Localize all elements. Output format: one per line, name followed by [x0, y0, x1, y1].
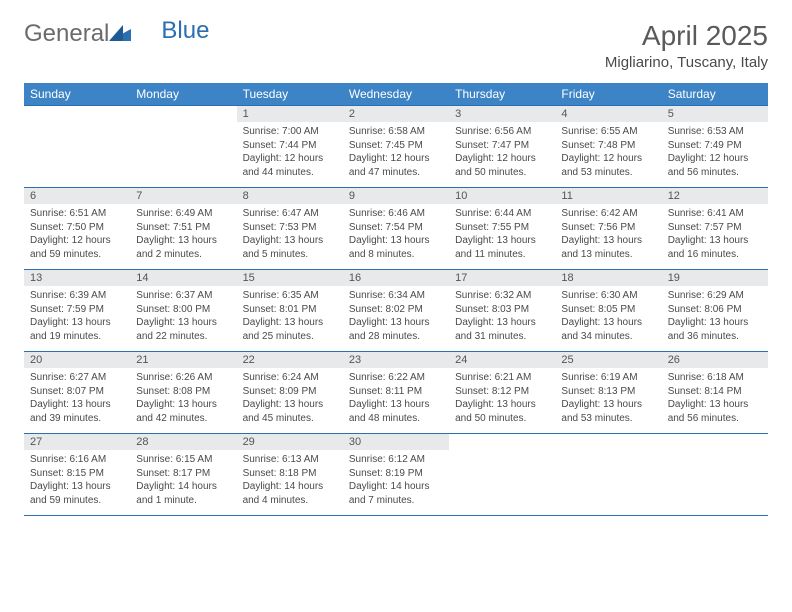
logo-icon [109, 20, 131, 48]
day-number-cell: 22 [237, 352, 343, 369]
header: General Blue April 2025 Migliarino, Tusc… [24, 20, 768, 71]
day-number-cell: 29 [237, 434, 343, 451]
day-detail-cell: Sunrise: 6:18 AMSunset: 8:14 PMDaylight:… [662, 368, 768, 434]
day-detail-cell: Sunrise: 6:22 AMSunset: 8:11 PMDaylight:… [343, 368, 449, 434]
title-block: April 2025 Migliarino, Tuscany, Italy [605, 20, 768, 71]
day-detail-cell: Sunrise: 6:39 AMSunset: 7:59 PMDaylight:… [24, 286, 130, 352]
day-number-cell: 15 [237, 270, 343, 287]
day-number-cell: 26 [662, 352, 768, 369]
day-detail-cell: Sunrise: 6:12 AMSunset: 8:19 PMDaylight:… [343, 450, 449, 516]
weekday-header-row: Sunday Monday Tuesday Wednesday Thursday… [24, 83, 768, 106]
detail-row: Sunrise: 6:39 AMSunset: 7:59 PMDaylight:… [24, 286, 768, 352]
day-detail-cell: Sunrise: 6:55 AMSunset: 7:48 PMDaylight:… [555, 122, 661, 188]
day-detail-cell: Sunrise: 6:16 AMSunset: 8:15 PMDaylight:… [24, 450, 130, 516]
day-detail-cell: Sunrise: 6:42 AMSunset: 7:56 PMDaylight:… [555, 204, 661, 270]
day-number-cell [449, 434, 555, 451]
day-number-cell: 8 [237, 188, 343, 205]
detail-row: Sunrise: 7:00 AMSunset: 7:44 PMDaylight:… [24, 122, 768, 188]
weekday-header: Saturday [662, 83, 768, 106]
detail-row: Sunrise: 6:27 AMSunset: 8:07 PMDaylight:… [24, 368, 768, 434]
day-detail-cell: Sunrise: 6:37 AMSunset: 8:00 PMDaylight:… [130, 286, 236, 352]
day-number-cell: 14 [130, 270, 236, 287]
day-detail-cell: Sunrise: 6:24 AMSunset: 8:09 PMDaylight:… [237, 368, 343, 434]
day-detail-cell: Sunrise: 6:15 AMSunset: 8:17 PMDaylight:… [130, 450, 236, 516]
day-detail-cell: Sunrise: 6:13 AMSunset: 8:18 PMDaylight:… [237, 450, 343, 516]
day-number-cell: 25 [555, 352, 661, 369]
detail-row: Sunrise: 6:51 AMSunset: 7:50 PMDaylight:… [24, 204, 768, 270]
day-number-cell: 3 [449, 106, 555, 123]
day-number-cell: 20 [24, 352, 130, 369]
day-detail-cell: Sunrise: 6:26 AMSunset: 8:08 PMDaylight:… [130, 368, 236, 434]
day-detail-cell: Sunrise: 6:35 AMSunset: 8:01 PMDaylight:… [237, 286, 343, 352]
weekday-header: Friday [555, 83, 661, 106]
daynum-row: 12345 [24, 106, 768, 123]
day-detail-cell: Sunrise: 6:46 AMSunset: 7:54 PMDaylight:… [343, 204, 449, 270]
logo: General Blue [24, 20, 209, 48]
day-number-cell: 30 [343, 434, 449, 451]
day-number-cell: 28 [130, 434, 236, 451]
day-number-cell: 24 [449, 352, 555, 369]
calendar-table: Sunday Monday Tuesday Wednesday Thursday… [24, 83, 768, 516]
day-number-cell: 1 [237, 106, 343, 123]
day-detail-cell [555, 450, 661, 516]
day-detail-cell [130, 122, 236, 188]
day-number-cell: 19 [662, 270, 768, 287]
day-number-cell [130, 106, 236, 123]
day-detail-cell: Sunrise: 6:53 AMSunset: 7:49 PMDaylight:… [662, 122, 768, 188]
day-number-cell [662, 434, 768, 451]
weekday-header: Sunday [24, 83, 130, 106]
day-number-cell: 11 [555, 188, 661, 205]
day-number-cell: 10 [449, 188, 555, 205]
day-number-cell: 7 [130, 188, 236, 205]
day-detail-cell: Sunrise: 6:41 AMSunset: 7:57 PMDaylight:… [662, 204, 768, 270]
day-number-cell: 18 [555, 270, 661, 287]
day-number-cell [555, 434, 661, 451]
day-number-cell: 17 [449, 270, 555, 287]
day-number-cell: 5 [662, 106, 768, 123]
daynum-row: 13141516171819 [24, 270, 768, 287]
day-detail-cell: Sunrise: 7:00 AMSunset: 7:44 PMDaylight:… [237, 122, 343, 188]
day-detail-cell: Sunrise: 6:58 AMSunset: 7:45 PMDaylight:… [343, 122, 449, 188]
weekday-header: Tuesday [237, 83, 343, 106]
day-detail-cell: Sunrise: 6:51 AMSunset: 7:50 PMDaylight:… [24, 204, 130, 270]
weekday-header: Thursday [449, 83, 555, 106]
day-detail-cell: Sunrise: 6:27 AMSunset: 8:07 PMDaylight:… [24, 368, 130, 434]
day-number-cell: 4 [555, 106, 661, 123]
day-detail-cell [449, 450, 555, 516]
day-number-cell [24, 106, 130, 123]
day-detail-cell: Sunrise: 6:34 AMSunset: 8:02 PMDaylight:… [343, 286, 449, 352]
day-detail-cell: Sunrise: 6:30 AMSunset: 8:05 PMDaylight:… [555, 286, 661, 352]
day-detail-cell: Sunrise: 6:21 AMSunset: 8:12 PMDaylight:… [449, 368, 555, 434]
weekday-header: Wednesday [343, 83, 449, 106]
day-number-cell: 9 [343, 188, 449, 205]
day-number-cell: 27 [24, 434, 130, 451]
day-number-cell: 21 [130, 352, 236, 369]
day-detail-cell: Sunrise: 6:47 AMSunset: 7:53 PMDaylight:… [237, 204, 343, 270]
day-number-cell: 2 [343, 106, 449, 123]
day-detail-cell: Sunrise: 6:49 AMSunset: 7:51 PMDaylight:… [130, 204, 236, 270]
day-detail-cell: Sunrise: 6:32 AMSunset: 8:03 PMDaylight:… [449, 286, 555, 352]
day-number-cell: 12 [662, 188, 768, 205]
day-number-cell: 16 [343, 270, 449, 287]
day-detail-cell: Sunrise: 6:19 AMSunset: 8:13 PMDaylight:… [555, 368, 661, 434]
day-number-cell: 23 [343, 352, 449, 369]
weekday-header: Monday [130, 83, 236, 106]
daynum-row: 6789101112 [24, 188, 768, 205]
page-title: April 2025 [605, 20, 768, 52]
day-number-cell: 6 [24, 188, 130, 205]
detail-row: Sunrise: 6:16 AMSunset: 8:15 PMDaylight:… [24, 450, 768, 516]
day-detail-cell [662, 450, 768, 516]
page-subtitle: Migliarino, Tuscany, Italy [605, 54, 768, 71]
day-detail-cell: Sunrise: 6:29 AMSunset: 8:06 PMDaylight:… [662, 286, 768, 352]
day-detail-cell: Sunrise: 6:56 AMSunset: 7:47 PMDaylight:… [449, 122, 555, 188]
day-number-cell: 13 [24, 270, 130, 287]
logo-text-general: General [24, 20, 109, 48]
daynum-row: 20212223242526 [24, 352, 768, 369]
day-detail-cell: Sunrise: 6:44 AMSunset: 7:55 PMDaylight:… [449, 204, 555, 270]
logo-text-blue: Blue [161, 17, 209, 45]
daynum-row: 27282930 [24, 434, 768, 451]
day-detail-cell [24, 122, 130, 188]
